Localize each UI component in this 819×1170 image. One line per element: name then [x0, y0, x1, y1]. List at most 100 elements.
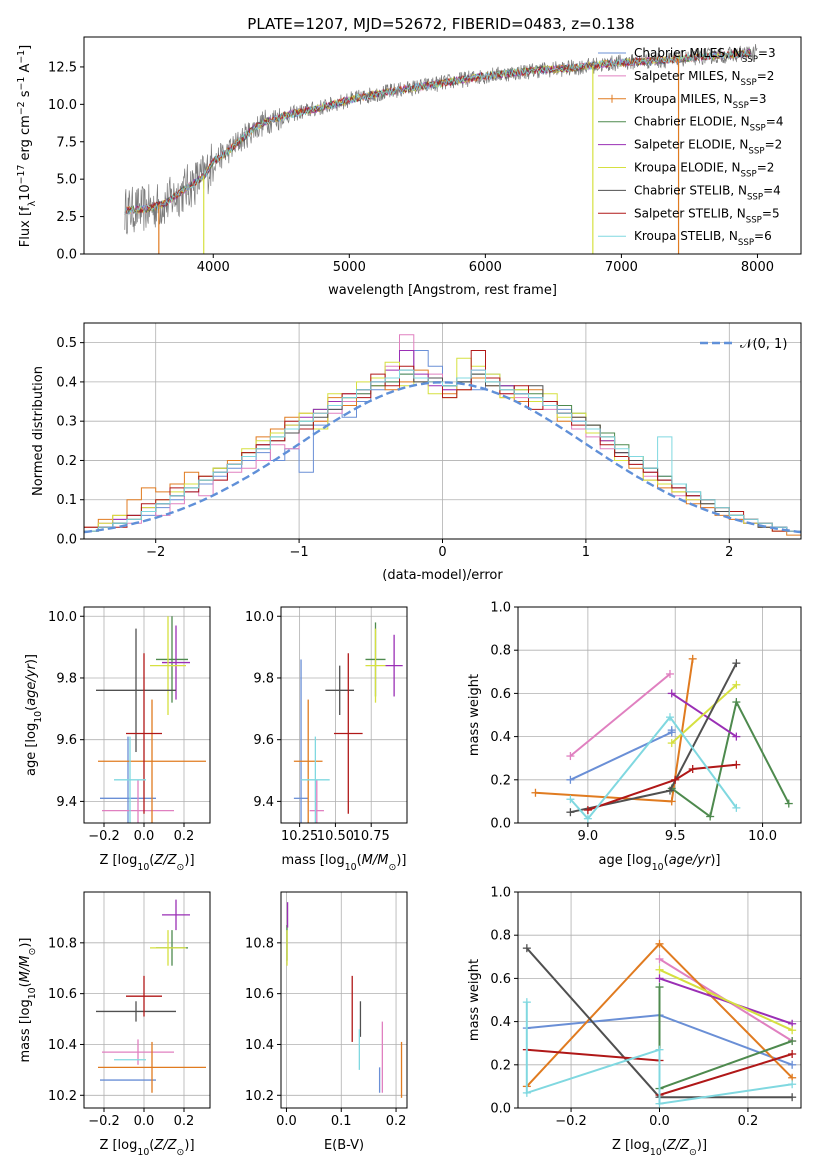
z-weight-ytick-label-4: 0.8	[490, 929, 511, 944]
histogram-ylabel: Normed distribution	[31, 366, 46, 496]
legend-label-salpeter_elodie: Salpeter ELODIE, NSSP=2	[634, 138, 782, 157]
legend-label-salpeter_stelib: Salpeter STELIB, NSSP=5	[634, 206, 780, 225]
z-weight-ytick-label-1: 0.2	[490, 1058, 511, 1073]
residual-histogram-plot	[84, 334, 801, 539]
z-age-xtick-label-0: −0.2	[88, 829, 120, 844]
z-weight-series-kroupa_elodie	[655, 965, 797, 1035]
z-age-ytick-label-3: 10.0	[48, 610, 77, 625]
z-mass-point-salpeter_elodie	[162, 899, 190, 931]
legend-label-chabrier_stelib: Chabrier STELIB, NSSP=4	[634, 183, 781, 202]
spectrum-title: PLATE=1207, MJD=52672, FIBERID=0483, z=0…	[247, 15, 634, 33]
mass-age-ytick-label-3: 10.0	[245, 610, 274, 625]
z-mass: −0.2 0.0 0.2 10.2 10.4 10.6 10.8 Z [log10(Z/Z⊙)…	[18, 891, 211, 1158]
z-mass-xtick-label-2: 0.2	[174, 1114, 195, 1129]
age-weight-series-kroupa_elodie	[667, 680, 741, 748]
age-weight-series-chabrier_miles	[566, 726, 676, 784]
spectrum-ytick-label-2: 5.0	[56, 173, 77, 188]
mass-age-point-salpeter_elodie	[385, 634, 403, 697]
mass-age-xlabel: mass [log10(M/M⊙)]	[282, 853, 407, 873]
z-age-point-salpeter_stelib	[126, 653, 162, 814]
z-weight-xtick-label-1: 0.0	[649, 1114, 670, 1129]
z-mass-point-salpeter_stelib	[126, 975, 162, 1017]
z-mass-point-salpeter_miles	[102, 1039, 174, 1065]
z-age-ytick-label-2: 9.8	[56, 671, 77, 686]
age-weight: 9.0 9.5 10.0 0.0 0.2 0.4 0.6 0.8 1.0 age [log10(a…	[467, 601, 802, 873]
legend-label-kroupa_elodie: Kroupa ELODIE, NSSP=2	[634, 161, 774, 180]
mass-age-ytick-label-1: 9.6	[253, 733, 274, 748]
mass-age-ytick-label-0: 9.4	[253, 795, 274, 810]
mass-age-ytick-label-2: 9.8	[253, 671, 274, 686]
z-mass-ytick-label-3: 10.8	[48, 936, 77, 951]
z-weight-line-salpeter_elodie	[659, 977, 793, 1025]
gaussian-legend-label: 𝒩(0, 1)	[740, 337, 787, 352]
age-weight-ytick-label-1: 0.2	[490, 773, 511, 788]
age-weight-line-kroupa_stelib	[569, 715, 738, 821]
z-weight-xlabel: Z [log10(Z/Z⊙)]	[612, 1138, 707, 1158]
age-weight-ytick-label-4: 0.8	[490, 644, 511, 659]
z-age-ytick-label-0: 9.4	[56, 795, 77, 810]
spectrum-plot	[124, 43, 758, 254]
z-weight-plot	[522, 939, 797, 1108]
z-weight-ytick-label-3: 0.6	[490, 972, 511, 987]
ebv-mass-frame	[280, 891, 408, 1109]
z-weight-xtick-label-2: 0.2	[738, 1114, 759, 1129]
z-weight-ytick-label-0: 0.0	[490, 1102, 511, 1117]
z-mass-ytick-label-1: 10.4	[48, 1038, 77, 1053]
ebv-mass-xtick-label-0: 0.0	[276, 1114, 297, 1129]
z-weight-ytick-label-2: 0.4	[490, 1015, 511, 1030]
residual-histogram-xtick-label-4: 2	[725, 545, 733, 560]
spectrum-ytick-label-4: 10.0	[48, 98, 77, 113]
z-age-xtick-label-1: 0.0	[134, 829, 155, 844]
z-mass-plot	[96, 899, 206, 1093]
z-age: −0.2 0.0 0.2 9.4 9.6 9.8 10.0 Z [log10(Z/Z⊙)] ag…	[24, 606, 211, 873]
mass-age-point-kroupa_elodie	[365, 628, 386, 703]
spectrum-xtick-label-0: 4000	[197, 260, 230, 275]
age-weight-xtick-label-0: 9.0	[578, 829, 599, 844]
mass-age-point-chabrier_miles	[293, 659, 309, 823]
z-age-ytick-label-1: 9.6	[56, 733, 77, 748]
z-age-point-salpeter_elodie	[162, 625, 190, 700]
z-weight-line-kroupa_elodie	[659, 968, 793, 1032]
spectrum-ytick-label-0: 0.0	[56, 248, 77, 263]
z-age-frame	[83, 606, 211, 824]
age-weight-plot	[531, 654, 793, 823]
z-age-point-chabrier_stelib	[96, 628, 176, 753]
spectrum-ylabel: Flux [fλ10−17 erg cm−2 s−1 A−1]	[16, 45, 38, 247]
residual-histogram-ytick-label-0: 0.0	[56, 533, 77, 548]
legend-label-kroupa_stelib: Kroupa STELIB, NSSP=6	[634, 229, 772, 248]
spectrum-legend: Chabrier MILES, NSSP=3 Salpeter MILES, NS…	[598, 46, 783, 248]
z-age-point-kroupa_elodie	[150, 616, 186, 715]
z-weight-line-chabrier_elodie	[658, 987, 793, 1091]
spectrum-ytick-label-3: 7.5	[56, 135, 77, 150]
z-mass-ytick-label-2: 10.6	[48, 987, 77, 1002]
age-weight-xtick-label-2: 10.0	[748, 829, 777, 844]
z-weight-ytick-label-5: 1.0	[490, 886, 511, 901]
spectrum-frame	[83, 36, 802, 255]
ebv-mass-xtick-label-1: 0.1	[331, 1114, 352, 1129]
mass-age-point-salpeter_miles	[309, 779, 324, 823]
mass-age-point-kroupa_stelib	[301, 736, 330, 823]
ebv-mass-ytick-label-3: 10.8	[245, 936, 274, 951]
z-mass-xtick-label-1: 0.0	[134, 1114, 155, 1129]
z-age-plot	[96, 616, 206, 823]
residual-histogram-ytick-label-5: 0.5	[56, 336, 77, 351]
ebv-mass-ytick-label-0: 10.2	[245, 1089, 274, 1104]
mass-age-xtick-label-2: 10.75	[353, 829, 390, 844]
z-age-xlabel: Z [log10(Z/Z⊙)]	[99, 853, 194, 873]
z-age-point-kroupa_miles	[98, 699, 206, 823]
residual-histogram-ytick-label-3: 0.3	[56, 415, 77, 430]
legend-label-chabrier_miles: Chabrier MILES, NSSP=3	[634, 46, 776, 65]
age-weight-ytick-label-0: 0.0	[490, 817, 511, 832]
ebv-mass-xlabel: E(B-V)	[324, 1138, 364, 1153]
mass-age-xtick-label-1: 10.50	[317, 829, 354, 844]
age-weight-line-chabrier_elodie	[671, 699, 790, 819]
spectrum-xtick-label-1: 5000	[333, 260, 366, 275]
mass-age-point-chabrier_stelib	[325, 665, 355, 715]
ebv-mass-plot	[286, 902, 403, 1098]
age-weight-ytick-label-3: 0.6	[490, 687, 511, 702]
age-weight-ytick-label-2: 0.4	[490, 730, 511, 745]
legend-label-salpeter_miles: Salpeter MILES, NSSP=2	[634, 69, 774, 88]
z-age-point-salpeter_miles	[102, 779, 174, 823]
spectrum-xlabel: wavelength [Angstrom, rest frame]	[328, 283, 557, 298]
age-weight-line-salpeter_miles	[569, 673, 671, 757]
